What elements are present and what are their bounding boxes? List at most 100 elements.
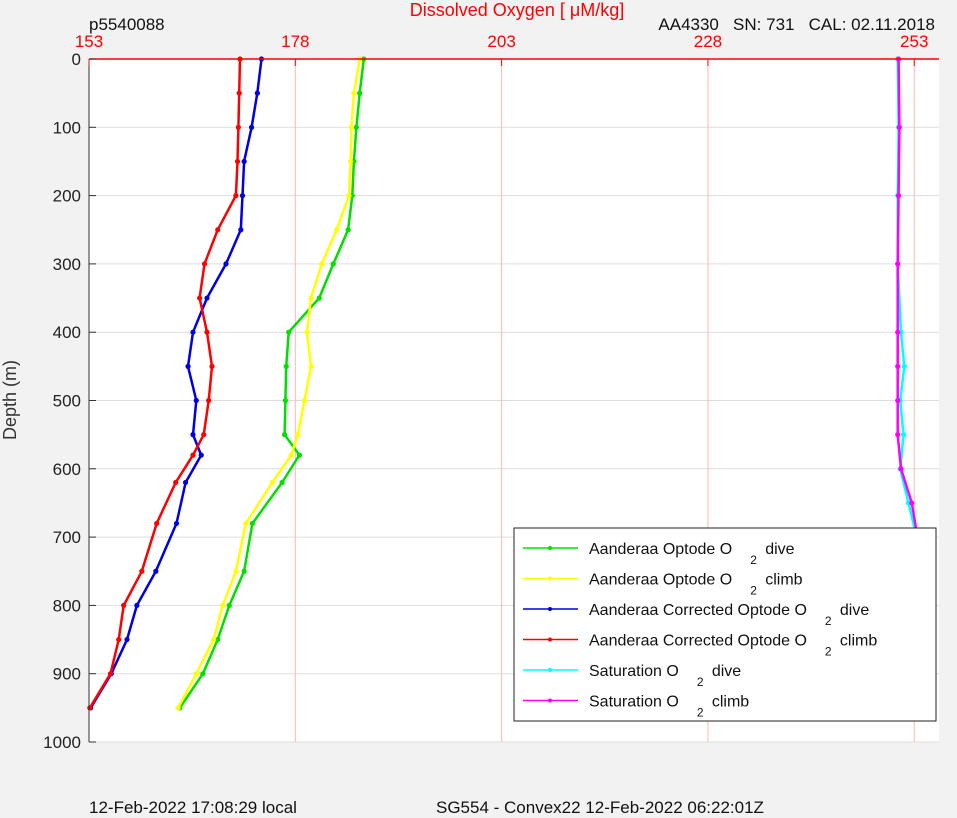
data-point bbox=[249, 520, 255, 527]
data-point bbox=[895, 432, 901, 438]
data-point bbox=[895, 329, 901, 335]
y-tick-label: 100 bbox=[53, 118, 81, 137]
data-point bbox=[348, 124, 355, 130]
data-point bbox=[286, 329, 292, 335]
data-point bbox=[190, 432, 196, 438]
legend-label-subscript: 2 bbox=[750, 553, 757, 567]
data-point bbox=[121, 602, 127, 609]
data-point bbox=[182, 479, 189, 486]
chart-title: Dissolved Oxygen [ μM/kg] bbox=[410, 0, 624, 20]
data-point bbox=[198, 452, 204, 458]
legend-label: Aanderaa Corrected Optode O bbox=[589, 602, 807, 619]
y-tick-label: 0 bbox=[72, 50, 81, 69]
y-tick-label: 800 bbox=[53, 596, 81, 615]
data-point bbox=[226, 602, 232, 609]
footer-local-time: 12-Feb-2022 17:08:29 local bbox=[89, 798, 297, 817]
legend-label-subscript: 2 bbox=[825, 614, 832, 628]
data-point bbox=[296, 452, 303, 458]
footer-mission: SG554 - Convex22 12-Feb-2022 06:22:01Z bbox=[436, 798, 764, 817]
data-point bbox=[346, 193, 352, 199]
data-point bbox=[248, 124, 255, 130]
data-point bbox=[173, 520, 180, 527]
legend-item: Saturation O 2 climb bbox=[523, 694, 749, 720]
data-point bbox=[304, 329, 310, 335]
data-point bbox=[895, 397, 901, 404]
data-point bbox=[348, 158, 354, 165]
data-point bbox=[895, 363, 901, 369]
legend-label-suffix: climb bbox=[840, 633, 877, 650]
data-point bbox=[201, 261, 208, 267]
data-point bbox=[153, 568, 159, 574]
data-point bbox=[896, 124, 902, 130]
legend: Aanderaa Optode O 2 dive Aanderaa Optode O 2… bbox=[513, 527, 937, 722]
y-tick-label: 700 bbox=[53, 528, 81, 547]
series-line bbox=[178, 58, 366, 709]
data-point bbox=[193, 671, 199, 677]
data-point bbox=[319, 261, 325, 267]
data-point bbox=[898, 466, 904, 472]
data-point bbox=[235, 124, 241, 130]
y-tick-label: 200 bbox=[53, 187, 81, 206]
data-point bbox=[353, 124, 359, 130]
data-point bbox=[107, 671, 114, 677]
data-point bbox=[134, 602, 140, 609]
data-point bbox=[243, 520, 249, 527]
data-point bbox=[185, 363, 191, 369]
data-point bbox=[124, 636, 130, 643]
legend-label-suffix: dive bbox=[840, 602, 869, 619]
legend-label: Aanderaa Optode O bbox=[589, 541, 732, 558]
legend-swatch-marker bbox=[548, 668, 552, 672]
sensor-info: AA4330 SN: 731 CAL: 02.11.2018 bbox=[658, 15, 935, 34]
data-point bbox=[895, 193, 902, 199]
x-tick-label: 203 bbox=[487, 32, 515, 51]
x-tick-label: 253 bbox=[900, 32, 928, 51]
legend-swatch-marker bbox=[548, 607, 552, 611]
y-tick-label: 400 bbox=[53, 323, 81, 342]
legend-item: Aanderaa Corrected Optode O 2 climb bbox=[523, 633, 877, 659]
legend-box bbox=[513, 527, 937, 722]
data-point bbox=[254, 90, 260, 96]
data-point bbox=[173, 479, 179, 486]
legend-item: Aanderaa Corrected Optode O 2 dive bbox=[523, 602, 869, 628]
y-tick-label: 300 bbox=[53, 255, 81, 274]
x-tick-label: 153 bbox=[75, 32, 103, 51]
data-point bbox=[895, 261, 901, 267]
legend-label: Saturation O bbox=[589, 663, 679, 680]
data-point bbox=[238, 227, 244, 233]
data-point bbox=[204, 329, 210, 335]
legend-label-suffix: dive bbox=[712, 663, 741, 680]
data-point bbox=[175, 705, 181, 711]
data-point bbox=[288, 452, 294, 458]
data-point bbox=[283, 363, 289, 369]
legend-item: Saturation O 2 dive bbox=[523, 663, 741, 689]
data-point bbox=[357, 90, 363, 96]
data-point bbox=[139, 568, 145, 574]
legend-label-suffix: climb bbox=[712, 694, 749, 711]
data-point bbox=[308, 295, 314, 301]
data-point bbox=[209, 363, 215, 369]
y-tick-label: 600 bbox=[53, 460, 81, 479]
data-point bbox=[269, 479, 275, 486]
data-point bbox=[900, 432, 907, 438]
series-1 bbox=[175, 56, 363, 711]
data-point bbox=[308, 363, 314, 369]
data-point bbox=[234, 158, 241, 165]
data-point bbox=[206, 397, 212, 404]
data-point bbox=[330, 261, 336, 267]
data-point bbox=[196, 295, 203, 301]
data-point bbox=[190, 329, 196, 335]
data-point bbox=[301, 397, 307, 404]
data-point bbox=[215, 636, 221, 643]
data-point bbox=[190, 452, 196, 458]
series-0 bbox=[177, 56, 367, 711]
x-tick-label: 228 bbox=[694, 32, 722, 51]
data-point bbox=[116, 636, 122, 643]
legend-swatch-marker bbox=[548, 698, 552, 703]
legend-label: Aanderaa Optode O bbox=[589, 572, 732, 589]
legend-item: Aanderaa Optode O 2 climb bbox=[523, 572, 803, 598]
legend-swatch-marker bbox=[548, 637, 552, 642]
data-point bbox=[316, 295, 322, 301]
series-line bbox=[176, 58, 361, 709]
data-point bbox=[211, 636, 217, 643]
